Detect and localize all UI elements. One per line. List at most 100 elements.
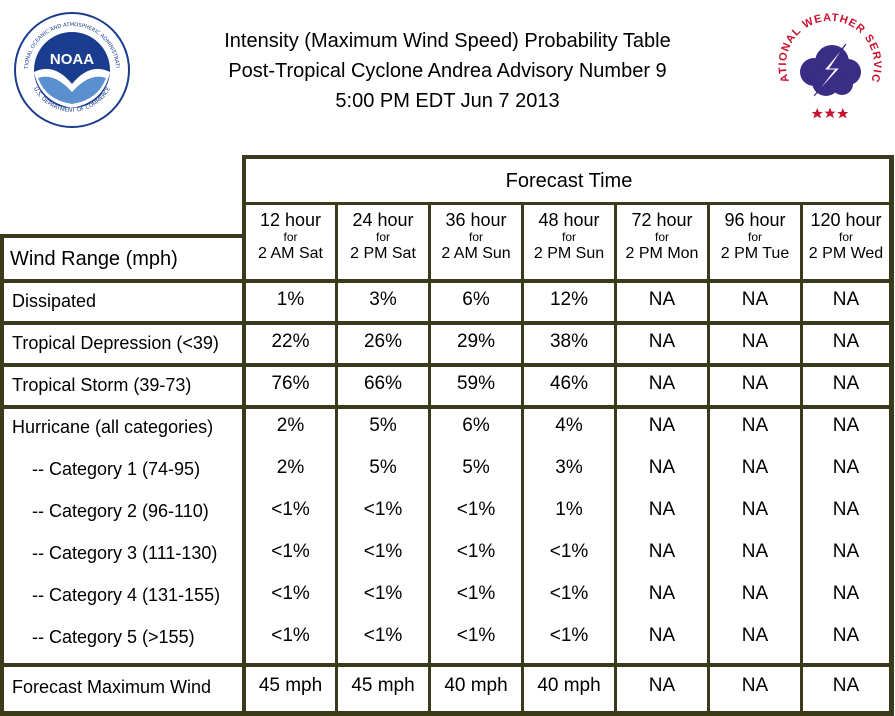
- row-label: -- Category 1 (74-95): [32, 459, 201, 479]
- table-cell: <1%: [363, 583, 403, 604]
- table-cell: NA: [648, 541, 676, 562]
- table-cell: <1%: [271, 499, 310, 520]
- title-line-1: Intensity (Maximum Wind Speed) Probabili…: [224, 30, 671, 52]
- column-hour: 36 hour: [445, 210, 507, 230]
- title-line-2: Post-Tropical Cyclone Andrea Advisory Nu…: [228, 60, 667, 82]
- forecast-time-header: Forecast Time: [505, 170, 633, 192]
- table-cell: NA: [741, 457, 769, 478]
- table-cell: NA: [741, 541, 769, 562]
- column-hour: 96 hour: [724, 210, 786, 230]
- table-cell: 2%: [276, 415, 305, 436]
- table-cell: 4%: [555, 415, 583, 436]
- column-when: 2 AM Sat: [258, 245, 323, 262]
- table-cell: 5%: [462, 457, 490, 478]
- table-cell: 6%: [462, 415, 490, 436]
- table-cell: <1%: [549, 541, 589, 562]
- table-cell: NA: [832, 289, 860, 310]
- noaa-logo: NOAA NATIONAL OCEANIC AND ATMOSPHERIC AD…: [14, 12, 130, 128]
- column-header: 120 hour for 2 PM Wed: [803, 210, 889, 264]
- table-cell: NA: [741, 675, 769, 696]
- table-cell: <1%: [271, 583, 310, 604]
- table-cell: NA: [832, 457, 860, 478]
- table-cell: <1%: [549, 625, 589, 646]
- table-cell: NA: [648, 457, 676, 478]
- table-cell: NA: [741, 415, 769, 436]
- column-when: 2 PM Tue: [720, 245, 790, 262]
- column-hour: 120 hour: [810, 210, 882, 230]
- row-label: -- Category 3 (111-130): [32, 543, 218, 563]
- table-cell: NA: [648, 625, 676, 646]
- table-cell: 1%: [276, 289, 305, 310]
- table-cell: 45 mph: [351, 675, 415, 696]
- column-for: for: [468, 230, 483, 244]
- row-label: Forecast Maximum Wind: [12, 677, 212, 697]
- table-cell: 38%: [549, 331, 589, 352]
- noaa-text: NOAA: [50, 51, 94, 68]
- column-header: 72 hour for 2 PM Mon: [617, 210, 707, 264]
- table-cell: 3%: [369, 289, 397, 310]
- column-header: 12 hour for 2 AM Sat: [246, 210, 335, 264]
- table-cell: NA: [741, 331, 769, 352]
- column-header: 96 hour for 2 PM Tue: [710, 210, 800, 264]
- table-cell: NA: [741, 499, 769, 520]
- table-cell: <1%: [271, 541, 310, 562]
- row-label: -- Category 4 (131-155): [32, 585, 221, 605]
- page-title: Intensity (Maximum Wind Speed) Probabili…: [150, 26, 745, 116]
- table-cell: 29%: [456, 331, 496, 352]
- table-cell: NA: [832, 675, 860, 696]
- table-cell: 5%: [369, 415, 397, 436]
- table-cell: NA: [741, 625, 769, 646]
- table-cell: NA: [832, 541, 860, 562]
- table-cell: NA: [648, 583, 676, 604]
- table-cell: 40 mph: [537, 675, 601, 696]
- table-cell: 66%: [363, 373, 403, 394]
- table-cell: NA: [832, 415, 860, 436]
- column-for: for: [375, 230, 390, 244]
- wind-range-header: Wind Range (mph): [10, 248, 178, 270]
- table-cell: NA: [832, 625, 860, 646]
- row-label: -- Category 2 (96-110): [32, 501, 209, 521]
- table-cell: 1%: [555, 499, 583, 520]
- table-cell: 6%: [462, 289, 490, 310]
- row-label: Hurricane (all categories): [12, 417, 214, 437]
- table-cell: <1%: [363, 499, 403, 520]
- table-cell: 59%: [456, 373, 496, 394]
- row-label: Tropical Storm (39-73): [12, 375, 192, 395]
- table-cell: NA: [648, 373, 676, 394]
- title-line-3: 5:00 PM EDT Jun 7 2013: [335, 90, 560, 112]
- table-cell: 45 mph: [258, 675, 323, 696]
- table-cell: 46%: [549, 373, 589, 394]
- column-hour: 24 hour: [352, 210, 414, 230]
- table-cell: <1%: [456, 541, 496, 562]
- table-cell: NA: [648, 675, 676, 696]
- table-cell: NA: [741, 289, 769, 310]
- column-hour: 48 hour: [538, 210, 600, 230]
- column-hour: 72 hour: [631, 210, 693, 230]
- table-cell: <1%: [549, 583, 589, 604]
- column-when: 2 PM Wed: [808, 245, 884, 262]
- table-cell: <1%: [363, 625, 403, 646]
- table-cell: <1%: [456, 625, 496, 646]
- table-cell: <1%: [363, 541, 403, 562]
- table-cell: 12%: [549, 289, 589, 310]
- row-label: Dissipated: [12, 291, 97, 311]
- table-cell: NA: [741, 583, 769, 604]
- table-cell: NA: [648, 331, 676, 352]
- table-cell: NA: [832, 331, 860, 352]
- table-cell: NA: [832, 499, 860, 520]
- table-cell: <1%: [456, 583, 496, 604]
- table-cell: NA: [832, 373, 860, 394]
- table-cell: NA: [648, 499, 676, 520]
- column-for: for: [838, 230, 853, 244]
- row-label: Tropical Depression (<39): [12, 333, 219, 353]
- table-cell: NA: [832, 583, 860, 604]
- column-when: 2 PM Mon: [625, 245, 699, 262]
- table-cell: 76%: [271, 373, 310, 394]
- column-when: 2 AM Sun: [441, 245, 511, 262]
- column-when: 2 PM Sat: [350, 245, 416, 262]
- table-cell: 3%: [555, 457, 583, 478]
- table-cell: 22%: [271, 331, 310, 352]
- table-cell: 26%: [363, 331, 403, 352]
- table-cell: 2%: [276, 457, 305, 478]
- row-label: -- Category 5 (>155): [32, 627, 195, 647]
